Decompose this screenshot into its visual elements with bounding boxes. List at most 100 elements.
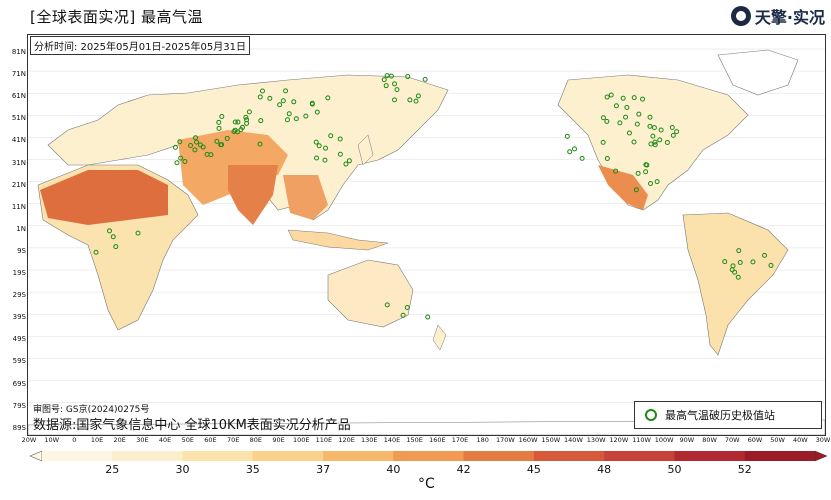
record-legend: 最高气温破历史极值站 bbox=[634, 401, 822, 429]
record-station-marker bbox=[192, 147, 198, 153]
record-station-marker bbox=[267, 95, 273, 101]
lon-label: 100W bbox=[654, 436, 674, 444]
lon-label: 60E bbox=[204, 436, 217, 444]
lon-label: 120W bbox=[609, 436, 629, 444]
record-station-marker bbox=[303, 113, 309, 119]
record-station-marker bbox=[604, 155, 610, 161]
colorbar-tick-label: 45 bbox=[526, 463, 541, 476]
record-station-marker bbox=[219, 114, 225, 120]
lat-label: 21N bbox=[11, 180, 26, 189]
record-station-marker bbox=[633, 187, 639, 193]
record-station-marker bbox=[257, 94, 263, 100]
record-station-marker bbox=[314, 155, 320, 161]
lon-label: 80W bbox=[702, 436, 717, 444]
brand-logo-text: 天擎·实况 bbox=[754, 8, 825, 27]
record-station-marker bbox=[231, 129, 237, 135]
lon-label: 160W bbox=[518, 436, 538, 444]
record-station-marker bbox=[328, 133, 334, 139]
record-station-marker bbox=[277, 102, 283, 108]
colorbar bbox=[30, 450, 827, 462]
lon-label: 110E bbox=[315, 436, 333, 444]
record-station-marker bbox=[243, 114, 249, 120]
record-station-marker bbox=[383, 83, 389, 89]
lat-label: 69S bbox=[12, 379, 26, 388]
record-station-marker bbox=[613, 168, 619, 174]
india-hot bbox=[228, 165, 278, 225]
record-station-marker bbox=[257, 141, 263, 147]
record-station-marker bbox=[604, 94, 610, 100]
record-station-marker bbox=[669, 124, 675, 130]
lon-label: 130W bbox=[586, 436, 606, 444]
record-station-marker bbox=[216, 125, 222, 131]
japan-islands bbox=[357, 134, 374, 166]
lon-label: 140E bbox=[383, 436, 401, 444]
record-station-marker bbox=[113, 244, 119, 250]
record-station-marker bbox=[325, 95, 331, 101]
lon-label: 70E bbox=[226, 436, 240, 444]
indonesia-islands bbox=[287, 229, 389, 251]
new-zealand-islands bbox=[432, 324, 447, 351]
record-station-marker bbox=[246, 109, 252, 115]
sahara-hot bbox=[40, 170, 168, 225]
record-station-marker bbox=[309, 101, 315, 107]
greenland-landmass bbox=[717, 49, 799, 96]
record-station-marker bbox=[658, 127, 664, 133]
colorbar-tick-label: 40 bbox=[386, 463, 401, 476]
record-station-marker bbox=[405, 74, 411, 80]
record-station-marker bbox=[381, 77, 387, 83]
lon-label: 40W bbox=[792, 436, 808, 444]
record-station-marker bbox=[652, 139, 658, 145]
record-station-marker bbox=[235, 119, 241, 125]
record-station-marker bbox=[579, 155, 585, 161]
lat-label: 71N bbox=[11, 70, 26, 79]
record-station-marker bbox=[286, 111, 292, 117]
colorbar-tick-label: 50 bbox=[667, 463, 682, 476]
lat-label: 39S bbox=[12, 313, 26, 322]
record-station-marker bbox=[214, 138, 220, 144]
record-station-marker bbox=[283, 88, 289, 94]
record-station-marker bbox=[648, 180, 654, 186]
record-station-marker bbox=[626, 130, 632, 136]
record-station-marker bbox=[107, 228, 113, 234]
record-station-marker bbox=[631, 95, 637, 101]
record-station-marker bbox=[384, 73, 390, 79]
record-station-marker bbox=[670, 132, 676, 138]
world-map bbox=[28, 48, 825, 435]
lat-label: 81N bbox=[11, 48, 26, 56]
record-station-marker bbox=[93, 249, 99, 255]
mexico-hot bbox=[598, 165, 648, 210]
record-station-marker bbox=[617, 120, 623, 126]
data-source: 数据源:国家气象信息中心 全球10KM表面实况分析产品 bbox=[33, 418, 351, 433]
colorbar-segment bbox=[604, 451, 675, 461]
lat-label: 61N bbox=[11, 92, 26, 101]
lat-label: 79S bbox=[12, 401, 26, 410]
record-station-marker bbox=[135, 230, 141, 236]
record-station-marker bbox=[608, 92, 614, 98]
record-station-marker bbox=[623, 114, 629, 120]
record-station-marker bbox=[636, 111, 642, 117]
record-station-marker bbox=[571, 146, 577, 152]
record-station-marker bbox=[293, 116, 299, 122]
record-station-marker bbox=[647, 114, 653, 120]
lon-label: 150E bbox=[406, 436, 423, 444]
record-station-marker bbox=[722, 259, 728, 265]
colorbar-segment bbox=[323, 451, 394, 461]
colorbar-segment bbox=[252, 451, 324, 461]
record-station-marker bbox=[643, 169, 649, 175]
lon-label: 170E bbox=[451, 436, 469, 444]
record-station-marker bbox=[392, 81, 398, 87]
record-station-marker bbox=[323, 145, 329, 151]
review-number: 审图号: GS京(2024)0275号 bbox=[33, 405, 150, 415]
record-station-marker bbox=[647, 123, 653, 129]
record-station-marker bbox=[172, 144, 178, 150]
colorbar-tick-label: 35 bbox=[245, 463, 260, 476]
record-station-marker bbox=[238, 127, 244, 133]
lon-label: 80E bbox=[249, 436, 263, 444]
record-station-marker bbox=[762, 252, 768, 258]
lon-label: 60W bbox=[747, 436, 763, 444]
record-station-marker bbox=[177, 139, 183, 145]
record-station-marker bbox=[635, 170, 641, 176]
colorbar-unit: °C bbox=[418, 476, 435, 492]
colorbar-segment bbox=[674, 451, 746, 461]
record-station-marker bbox=[631, 139, 637, 145]
